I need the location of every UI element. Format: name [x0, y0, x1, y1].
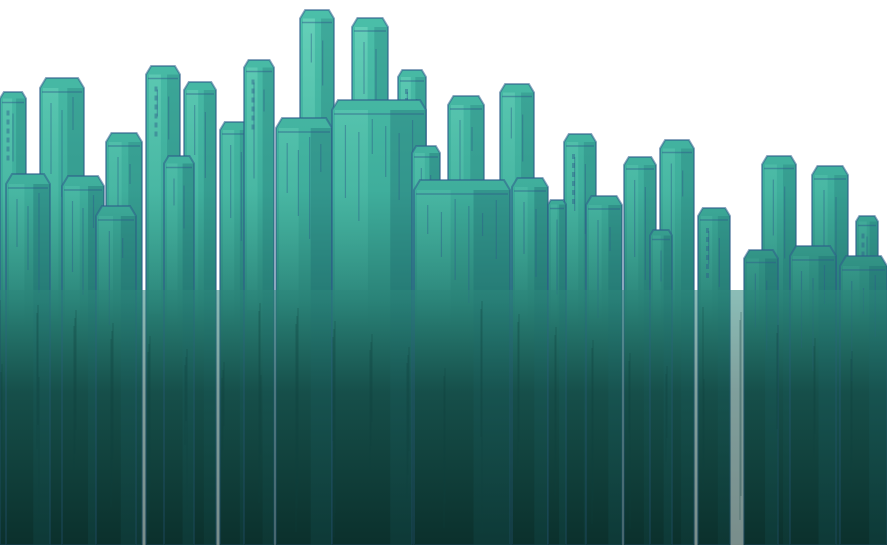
ground-shadow	[0, 290, 887, 545]
front-buildings	[0, 99, 887, 545]
